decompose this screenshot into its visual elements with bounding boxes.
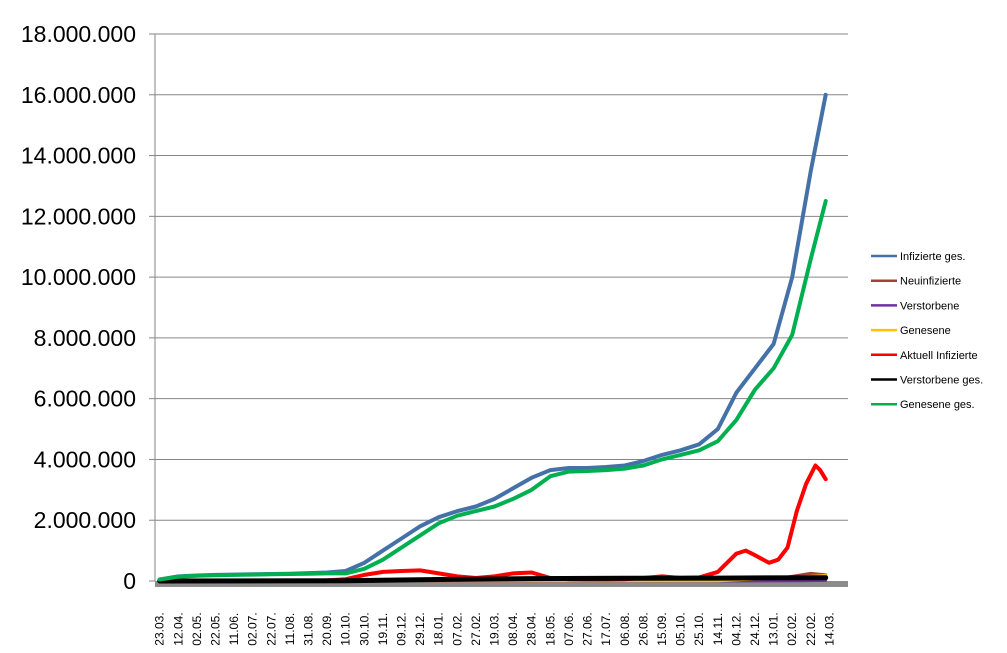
legend-label: Infizierte ges. [900,251,965,263]
x-tick-label: 19.11. [376,613,390,645]
series-line-aktuell-infizierte [157,463,828,583]
y-tick-label: 8.000.000 [34,325,136,351]
y-tick-label: 14.000.000 [21,143,136,169]
y-tick-label: 12.000.000 [21,203,136,229]
legend: Infizierte ges. Neuinfizierte Verstorbene G… [871,251,983,411]
x-tick-label: 19.03. [488,612,502,645]
x-tick-label: 09.12. [395,612,409,645]
x-tick-label: 18.05. [543,612,557,645]
x-tick-label: 20.09. [320,612,334,645]
y-tick-label: 4.000.000 [34,446,136,472]
series-line-genesene-ges [157,199,828,582]
x-tick-label: 12.04. [171,612,185,645]
legend-label: Verstorbene [900,300,959,312]
legend-label: Neuinfizierte [900,276,961,288]
y-tick-label: 0 [123,568,136,594]
x-tick-label: 22.07. [264,612,278,645]
x-tick-label: 13.01. [767,612,781,645]
y-tick-label: 2.000.000 [34,507,136,533]
x-tick-label: 02.07. [246,612,260,645]
x-tick-label: 10.10. [339,612,353,645]
x-tick-label: 05.10. [674,612,688,645]
x-tick-label: 17.07. [599,612,613,645]
x-tick-label: 08.04. [506,612,520,645]
x-tick-label: 14.03. [822,612,836,645]
x-tick-label: 22.05. [208,612,222,645]
series-lines [157,92,829,584]
x-tick-label: 14.11. [711,613,725,645]
x-tick-label: 31.08. [301,612,315,645]
legend-label: Genesene [900,325,951,337]
y-tick-label: 18.000.000 [21,21,136,47]
x-tick-label: 22.02. [804,612,818,645]
legend-label: Verstorbene ges. [900,375,983,387]
x-tick-label: 27.06. [581,612,595,645]
x-tick-label: 24.12. [748,612,762,645]
x-tick-label: 18.01. [432,612,446,645]
x-tick-label: 29.12. [413,612,427,645]
x-tick-label: 07.06. [562,612,576,645]
x-tick-label: 25.10. [692,612,706,645]
x-tick-label: 07.02. [450,612,464,645]
x-tick-label: 11.06. [227,613,241,645]
series-line-verstorbene-ges [157,575,829,584]
y-tick-label: 10.000.000 [21,264,136,290]
y-tick-label: 16.000.000 [21,82,136,108]
legend-label: Aktuell Infizierte [900,350,978,362]
x-tick-label: 26.08. [636,612,650,645]
x-tick-label: 15.09. [655,612,669,645]
gridlines [149,33,848,587]
x-tick-label: 30.10. [357,612,371,645]
x-tick-label: 02.02. [785,612,799,645]
y-axis-ticks: 0 2.000.000 4.000.000 6.000.000 8.000.000 10.… [21,21,136,594]
x-tick-label: 28.04. [525,612,539,645]
legend-label: Genesene ges. [900,399,975,411]
x-tick-label: 02.05. [190,612,204,645]
x-tick-label: 23.03. [153,612,167,645]
x-tick-label: 27.02. [469,612,483,645]
y-tick-label: 6.000.000 [34,386,136,412]
x-axis-ticks: 23.03. 12.04. 02.05. 22.05. 11.06. 02.07. 22.0… [153,612,837,645]
x-tick-label: 04.12. [729,612,743,645]
x-tick-label: 11.08. [283,613,297,645]
x-tick-label: 06.08. [618,612,632,645]
x-axis-line [155,581,848,587]
